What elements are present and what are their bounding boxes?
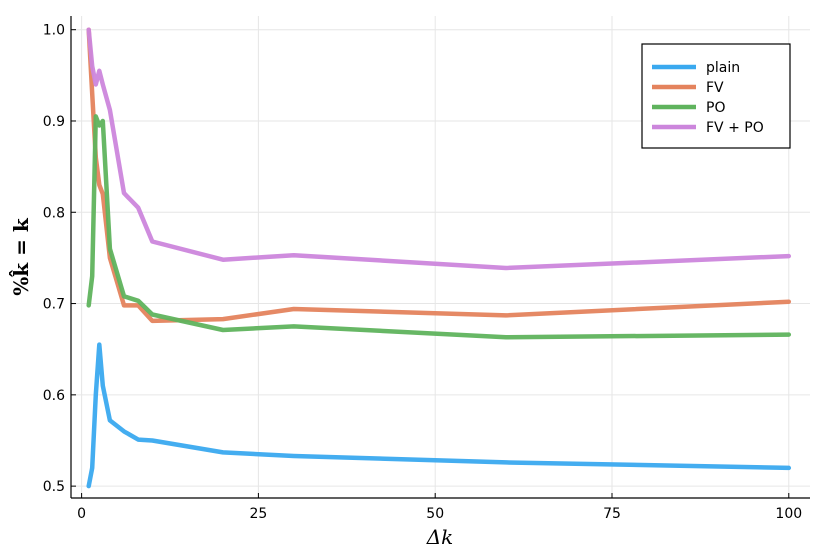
series-lines: [86, 27, 792, 489]
x-tick-label: 75: [603, 506, 621, 522]
y-tick-label: 1.0: [43, 23, 65, 39]
y-tick-label: 0.5: [43, 479, 65, 495]
ticks: 0 25 50 75 100 0.5 0.6 0.7 0.8 0.9 1.0: [43, 23, 802, 522]
legend-box: [641, 43, 791, 149]
x-tick-label: 100: [775, 506, 802, 522]
series-line-plain: [86, 342, 792, 489]
x-axis-label: Δk: [426, 525, 454, 549]
y-tick-label: 0.6: [43, 388, 65, 404]
x-tick-label: 25: [249, 506, 267, 522]
y-tick-label: 0.8: [43, 205, 65, 221]
y-tick-label: 0.9: [43, 114, 65, 130]
legend-label: PO: [706, 100, 725, 116]
axes: [70, 16, 810, 499]
legend-label: FV: [706, 80, 724, 96]
x-tick-label: 0: [77, 506, 86, 522]
series-line-fv-po: [86, 27, 792, 271]
legend-label: FV + PO: [706, 120, 764, 136]
series-line-po: [86, 114, 792, 340]
legend: plain FV PO FV + PO: [641, 43, 791, 149]
x-tick-label: 50: [426, 506, 444, 522]
y-axis-label: %k̂ = k: [7, 217, 33, 296]
y-tick-label: 0.7: [43, 297, 65, 313]
legend-label: plain: [706, 60, 740, 76]
